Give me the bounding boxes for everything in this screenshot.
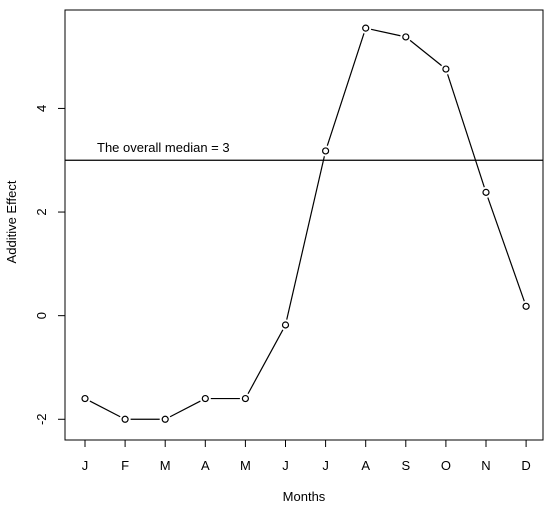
data-point-j-1 <box>81 394 89 403</box>
series-segment <box>89 400 121 418</box>
x-tick-label: J <box>322 458 329 473</box>
data-point-s-9 <box>402 33 410 41</box>
x-tick-label: J <box>282 458 289 473</box>
x-tick-label: M <box>240 458 251 473</box>
series-segment <box>247 329 284 395</box>
data-point-j-6 <box>281 321 290 329</box>
x-tick-label: F <box>121 458 129 473</box>
series-segment <box>447 74 485 188</box>
data-point-o-10 <box>442 65 450 73</box>
x-tick-label: J <box>82 458 89 473</box>
y-tick-label: -2 <box>34 413 49 425</box>
y-axis-label: Additive Effect <box>4 180 19 263</box>
data-point-a-4 <box>201 394 209 403</box>
series-segment <box>286 156 325 320</box>
data-point-n-11 <box>482 188 490 196</box>
series-segment <box>326 33 365 146</box>
x-tick-label: M <box>160 458 171 473</box>
y-tick-label: 0 <box>34 312 49 319</box>
x-tick-label: O <box>441 458 451 473</box>
x-tick-label: D <box>521 458 530 473</box>
data-point-a-8 <box>362 24 370 32</box>
data-point-m-5 <box>241 394 249 403</box>
x-tick-label: A <box>201 458 210 473</box>
plot-frame <box>64 9 544 441</box>
y-tick-label: 4 <box>34 105 49 112</box>
data-point-d-12 <box>522 302 530 310</box>
x-axis-label: Months <box>283 489 326 504</box>
series-segment <box>169 400 201 418</box>
x-tick-label: A <box>361 458 370 473</box>
y-axis: -2 0 2 4 <box>34 105 65 425</box>
data-point-m-3 <box>161 415 169 423</box>
series-segment <box>409 39 442 67</box>
data-point-f-2 <box>121 415 129 423</box>
series-segment <box>370 28 401 37</box>
x-tick-label: N <box>481 458 490 473</box>
data-point-j-7 <box>322 147 330 155</box>
series-segment <box>487 197 525 302</box>
x-tick-label: S <box>401 458 410 473</box>
series-group <box>81 24 530 423</box>
y-tick-label: 2 <box>34 208 49 215</box>
reference-line-label: The overall median = 3 <box>97 140 230 155</box>
